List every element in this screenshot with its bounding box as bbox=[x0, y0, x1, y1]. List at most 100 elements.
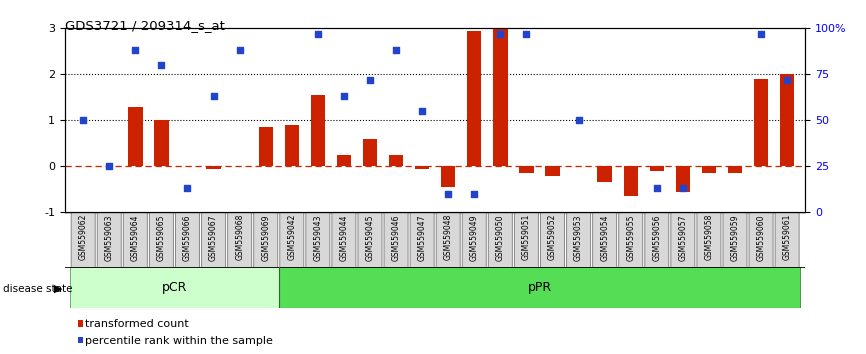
FancyBboxPatch shape bbox=[462, 211, 487, 268]
FancyBboxPatch shape bbox=[97, 211, 121, 268]
FancyBboxPatch shape bbox=[228, 211, 252, 268]
Bar bbox=[259, 127, 273, 166]
Text: GSM559042: GSM559042 bbox=[288, 214, 296, 261]
Bar bbox=[727, 166, 742, 173]
Text: GSM559048: GSM559048 bbox=[443, 214, 453, 261]
Bar bbox=[70, 267, 279, 308]
FancyBboxPatch shape bbox=[749, 211, 773, 268]
Text: GSM559043: GSM559043 bbox=[313, 214, 322, 261]
Text: GSM559058: GSM559058 bbox=[704, 214, 714, 261]
Bar bbox=[415, 166, 430, 169]
FancyBboxPatch shape bbox=[514, 211, 539, 268]
Point bbox=[572, 118, 585, 123]
Point bbox=[676, 185, 690, 191]
Point bbox=[311, 31, 325, 37]
FancyBboxPatch shape bbox=[150, 211, 173, 268]
FancyBboxPatch shape bbox=[540, 211, 565, 268]
FancyBboxPatch shape bbox=[645, 211, 669, 268]
Text: transformed count: transformed count bbox=[85, 319, 189, 329]
Text: GSM559055: GSM559055 bbox=[626, 214, 635, 261]
Text: pCR: pCR bbox=[162, 281, 187, 294]
Text: disease state: disease state bbox=[3, 284, 72, 293]
Text: GSM559053: GSM559053 bbox=[574, 214, 583, 261]
FancyBboxPatch shape bbox=[566, 211, 591, 268]
Point bbox=[442, 191, 456, 197]
Point bbox=[233, 47, 247, 53]
Bar bbox=[650, 166, 664, 171]
Text: GSM559047: GSM559047 bbox=[417, 214, 427, 261]
Bar bbox=[311, 95, 325, 166]
Bar bbox=[467, 31, 481, 166]
Text: GSM559061: GSM559061 bbox=[783, 214, 792, 261]
Text: GSM559066: GSM559066 bbox=[183, 214, 192, 261]
Text: GSM559059: GSM559059 bbox=[731, 214, 740, 261]
FancyBboxPatch shape bbox=[254, 211, 278, 268]
FancyBboxPatch shape bbox=[436, 211, 460, 268]
Text: GSM559067: GSM559067 bbox=[209, 214, 218, 261]
Bar bbox=[520, 166, 533, 173]
Text: GSM559045: GSM559045 bbox=[365, 214, 374, 261]
Point bbox=[102, 164, 116, 169]
Text: GSM559064: GSM559064 bbox=[131, 214, 139, 261]
FancyBboxPatch shape bbox=[671, 211, 695, 268]
FancyBboxPatch shape bbox=[775, 211, 799, 268]
Text: GDS3721 / 209314_s_at: GDS3721 / 209314_s_at bbox=[65, 19, 225, 33]
Text: GSM559051: GSM559051 bbox=[522, 214, 531, 261]
Bar bbox=[363, 139, 378, 166]
Point bbox=[494, 31, 507, 37]
Bar bbox=[701, 166, 716, 173]
Point bbox=[337, 93, 351, 99]
Bar bbox=[128, 107, 143, 166]
FancyBboxPatch shape bbox=[202, 211, 225, 268]
Point bbox=[128, 47, 142, 53]
Text: ▶: ▶ bbox=[54, 284, 62, 293]
FancyBboxPatch shape bbox=[488, 211, 513, 268]
FancyBboxPatch shape bbox=[410, 211, 434, 268]
FancyBboxPatch shape bbox=[123, 211, 147, 268]
Bar bbox=[624, 166, 638, 196]
Point bbox=[650, 185, 663, 191]
Bar bbox=[279, 267, 800, 308]
Text: GSM559069: GSM559069 bbox=[262, 214, 270, 261]
FancyBboxPatch shape bbox=[723, 211, 747, 268]
Bar bbox=[206, 166, 221, 169]
Text: GSM559057: GSM559057 bbox=[678, 214, 688, 261]
FancyBboxPatch shape bbox=[592, 211, 617, 268]
FancyBboxPatch shape bbox=[280, 211, 304, 268]
Bar bbox=[754, 79, 768, 166]
Point bbox=[468, 191, 481, 197]
Text: GSM559063: GSM559063 bbox=[105, 214, 113, 261]
Text: GSM559068: GSM559068 bbox=[236, 214, 244, 261]
FancyBboxPatch shape bbox=[358, 211, 382, 268]
Bar bbox=[675, 166, 690, 192]
FancyBboxPatch shape bbox=[176, 211, 199, 268]
Bar bbox=[441, 166, 456, 187]
Text: pPR: pPR bbox=[527, 281, 552, 294]
Point bbox=[76, 118, 90, 123]
Text: GSM559065: GSM559065 bbox=[157, 214, 166, 261]
Bar bbox=[780, 74, 794, 166]
Bar bbox=[337, 155, 351, 166]
Bar bbox=[154, 120, 169, 166]
Point bbox=[180, 185, 194, 191]
FancyBboxPatch shape bbox=[306, 211, 330, 268]
Bar bbox=[389, 155, 404, 166]
FancyBboxPatch shape bbox=[71, 211, 95, 268]
Point bbox=[154, 62, 168, 68]
Point bbox=[520, 31, 533, 37]
Bar bbox=[546, 166, 559, 176]
FancyBboxPatch shape bbox=[384, 211, 408, 268]
Bar bbox=[285, 125, 299, 166]
Point bbox=[207, 93, 221, 99]
Bar bbox=[598, 166, 611, 183]
Text: GSM559046: GSM559046 bbox=[391, 214, 401, 261]
Text: GSM559049: GSM559049 bbox=[469, 214, 479, 261]
Text: GSM559054: GSM559054 bbox=[600, 214, 609, 261]
Point bbox=[415, 108, 429, 114]
FancyBboxPatch shape bbox=[332, 211, 356, 268]
FancyBboxPatch shape bbox=[618, 211, 643, 268]
Text: GSM559052: GSM559052 bbox=[548, 214, 557, 261]
Text: GSM559050: GSM559050 bbox=[496, 214, 505, 261]
Point bbox=[754, 31, 768, 37]
Point bbox=[389, 47, 403, 53]
